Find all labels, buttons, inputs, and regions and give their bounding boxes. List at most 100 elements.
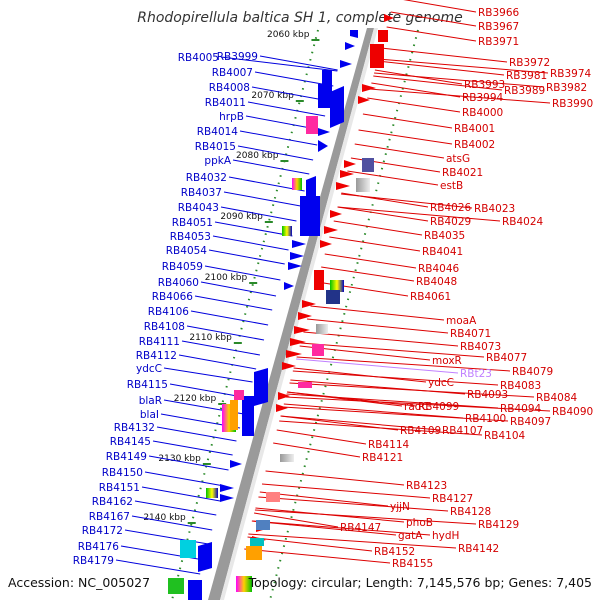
label-connector — [220, 56, 338, 72]
label-connector — [300, 342, 485, 358]
gene-block — [370, 44, 384, 68]
gene-label-plus: RB4079 — [512, 366, 553, 378]
gene-label-plus: RB4104 — [484, 430, 526, 442]
gene-label-plus: RB3990 — [552, 98, 593, 110]
gene-label-plus: RB3967 — [478, 21, 519, 33]
scale-label: 2110 kbp — [189, 333, 232, 343]
gene-label-plus: RB3974 — [550, 68, 592, 80]
gene-arrow — [336, 182, 350, 190]
label-connector — [204, 265, 281, 281]
gene-label-plus: RB4001 — [454, 123, 495, 135]
gene-label-plus: moaA — [446, 315, 477, 327]
gene-label-plus: RB4035 — [424, 230, 465, 242]
label-connector — [377, 60, 505, 76]
gene-label-plus: ydcC — [428, 377, 454, 389]
gene-label-plus: atsG — [446, 153, 470, 165]
gene-arrow — [278, 392, 290, 400]
map-title: Rhodopirellula baltica SH 1, complete ge… — [137, 10, 463, 26]
gene-arrow — [298, 312, 312, 320]
gene-arrow — [288, 262, 302, 270]
label-connector — [403, 0, 477, 13]
label-connector — [333, 220, 423, 236]
label-connector — [223, 191, 301, 207]
gene-label-plus: RB4094 — [500, 403, 542, 415]
gene-label-minus: RB4051 — [172, 217, 213, 229]
label-connector — [280, 415, 441, 431]
label-connector — [134, 500, 217, 516]
gene-arrow — [330, 210, 342, 218]
gene-label-plus: RB4024 — [502, 216, 544, 228]
label-connector — [283, 403, 464, 419]
gene-label-minus: RB4149 — [106, 451, 147, 463]
label-connector — [374, 72, 545, 88]
topology-text: Topology: circular; Length: 7,145,576 bp… — [248, 575, 592, 590]
label-connector — [329, 236, 421, 252]
label-connector — [287, 391, 417, 407]
gene-block — [314, 270, 324, 290]
scale-label: 2080 kbp — [236, 151, 279, 161]
gene-block — [180, 540, 196, 558]
scale-track-right — [269, 29, 419, 600]
label-connector — [247, 101, 326, 117]
gene-block — [306, 116, 318, 134]
gene-label-minus: RB4032 — [186, 172, 227, 184]
label-connector — [354, 143, 445, 159]
label-connector — [237, 145, 314, 161]
gene-label-plus: RB3972 — [509, 57, 550, 69]
gene-label-minus: RB4145 — [110, 436, 151, 448]
gene-label-minus: RB4132 — [114, 422, 155, 434]
label-connector — [374, 69, 463, 85]
gene-label-plus: RB4109 — [400, 425, 441, 437]
scale-label: 2060 kbp — [267, 30, 310, 40]
gene-label-minus: ppkA — [204, 155, 231, 167]
gene-block — [312, 344, 324, 356]
gene-label-plus: RB3982 — [546, 82, 587, 94]
label-connector — [279, 420, 483, 436]
label-connector — [337, 206, 429, 222]
label-connector — [148, 455, 229, 471]
gene-arrow — [284, 282, 294, 290]
gene-label-minus: blaR — [139, 395, 162, 407]
gene-label-minus: RB4112 — [136, 350, 177, 362]
gene-label-plus: RB4121 — [362, 452, 403, 464]
gene-arrow — [344, 160, 356, 168]
gene-block — [230, 400, 238, 430]
gene-block — [362, 158, 374, 172]
gene-label-minus: RB4059 — [162, 261, 203, 273]
label-connector — [310, 305, 445, 321]
label-connector — [341, 193, 473, 209]
gene-label-minus: RB4115 — [127, 379, 168, 391]
gene-label-plus: RB4061 — [410, 291, 451, 303]
label-connector — [115, 559, 201, 575]
gene-block — [356, 178, 370, 192]
gene-block — [246, 546, 262, 560]
gene-arrow — [350, 30, 358, 38]
gene-block — [292, 178, 302, 190]
gene-label-plus: RB4073 — [460, 341, 501, 353]
label-connector — [152, 440, 233, 456]
label-connector — [258, 496, 449, 512]
gene-label-plus: RB4077 — [486, 352, 527, 364]
label-connector — [347, 170, 439, 186]
gene-label-plus: RB3993 — [464, 79, 505, 91]
gene-label-plus: RB4123 — [406, 480, 447, 492]
label-connector — [303, 331, 459, 347]
label-connector — [194, 295, 273, 311]
label-connector — [156, 426, 237, 442]
gene-label-minus: RB4179 — [73, 555, 114, 567]
label-connector — [324, 253, 417, 269]
gene-label-minus: blaI — [140, 409, 159, 421]
label-connector — [369, 88, 551, 104]
gene-label-plus: RB3989 — [504, 85, 545, 97]
label-connector — [190, 310, 269, 326]
gene-arrow — [302, 300, 316, 308]
gene-block — [330, 280, 344, 292]
label-connector — [276, 429, 367, 445]
label-connector — [358, 129, 453, 145]
gene-label-plus: RB4128 — [450, 506, 491, 518]
gene-label-plus: RB4026 — [430, 202, 472, 214]
gene-block — [266, 492, 280, 502]
gene-label-plus: RB4097 — [510, 416, 551, 428]
gene-label-minus: ydcC — [136, 363, 162, 375]
